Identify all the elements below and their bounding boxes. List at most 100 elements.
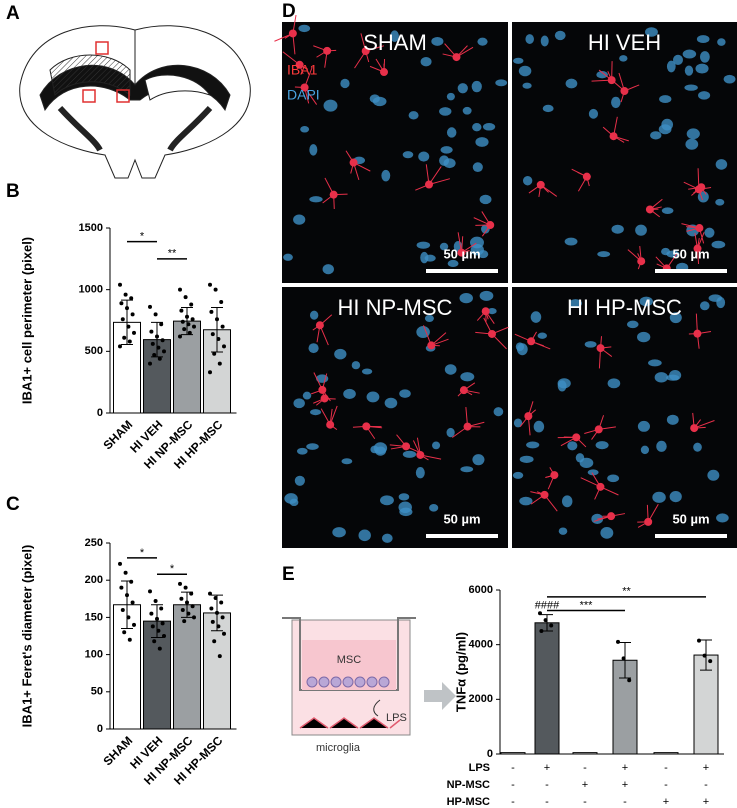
y-tick-label: 4000 bbox=[469, 639, 493, 651]
data-point bbox=[157, 646, 162, 651]
process bbox=[591, 429, 600, 440]
condition-cell: + bbox=[622, 762, 628, 774]
nucleus bbox=[699, 301, 710, 311]
data-point bbox=[186, 322, 191, 327]
data-point bbox=[185, 314, 189, 319]
data-point bbox=[123, 570, 128, 575]
process bbox=[527, 401, 534, 417]
nucleus bbox=[460, 466, 474, 473]
data-point bbox=[152, 639, 157, 644]
process bbox=[316, 398, 325, 406]
process bbox=[389, 444, 407, 447]
nucleus bbox=[416, 241, 431, 249]
data-point bbox=[118, 561, 122, 566]
condition-label: LPS bbox=[469, 762, 490, 774]
nucleus bbox=[446, 127, 457, 138]
nucleus bbox=[334, 348, 347, 360]
process bbox=[597, 515, 612, 520]
process bbox=[416, 437, 421, 456]
nucleus bbox=[522, 175, 533, 186]
process bbox=[527, 416, 531, 436]
y-tick-label: 150 bbox=[85, 611, 103, 623]
nucleus bbox=[424, 314, 434, 322]
significance-label: #### bbox=[535, 599, 560, 611]
process bbox=[544, 494, 558, 512]
nucleus bbox=[656, 440, 667, 452]
nucleus bbox=[361, 368, 373, 375]
process bbox=[457, 232, 463, 253]
nucleus bbox=[554, 30, 566, 41]
nucleus bbox=[420, 251, 429, 264]
process bbox=[304, 67, 313, 88]
error-bar bbox=[181, 307, 193, 336]
nucleus bbox=[518, 65, 532, 77]
data-point bbox=[150, 624, 155, 629]
data-point bbox=[120, 607, 125, 612]
error-bar bbox=[619, 641, 631, 679]
nucleus bbox=[306, 443, 319, 450]
nucleus bbox=[567, 441, 578, 451]
nucleus bbox=[482, 123, 496, 131]
nucleus bbox=[384, 397, 398, 409]
nucleus bbox=[340, 78, 350, 89]
process bbox=[461, 249, 470, 254]
process bbox=[577, 171, 588, 178]
scale-label: 50 µm bbox=[672, 511, 709, 526]
data-point bbox=[208, 282, 212, 287]
process bbox=[600, 346, 612, 349]
nucleus bbox=[479, 194, 492, 205]
data-point bbox=[160, 338, 165, 343]
data-point bbox=[132, 622, 136, 627]
data-point bbox=[697, 638, 701, 643]
condition-cell: - bbox=[583, 762, 587, 774]
process bbox=[591, 472, 601, 488]
nucleus bbox=[398, 501, 412, 514]
nucleus bbox=[302, 391, 312, 400]
process bbox=[613, 135, 629, 142]
data-point bbox=[217, 654, 222, 659]
data-point bbox=[185, 600, 189, 605]
nucleus bbox=[516, 343, 528, 356]
process bbox=[481, 211, 491, 226]
process bbox=[461, 236, 464, 253]
nucleus bbox=[418, 151, 430, 162]
data-point bbox=[178, 581, 182, 586]
nucleus bbox=[487, 307, 497, 315]
process bbox=[485, 310, 495, 324]
process bbox=[613, 135, 625, 143]
nucleus bbox=[607, 378, 621, 389]
data-point bbox=[127, 339, 132, 344]
process bbox=[530, 331, 537, 342]
process bbox=[698, 189, 704, 201]
process bbox=[697, 232, 705, 249]
y-tick-label: 0 bbox=[97, 723, 103, 735]
process bbox=[519, 415, 529, 428]
process bbox=[547, 474, 555, 490]
nucleus bbox=[322, 264, 334, 275]
micrograph bbox=[282, 287, 508, 548]
process bbox=[329, 424, 338, 431]
y-tick-label: 1500 bbox=[79, 222, 103, 234]
process bbox=[299, 64, 307, 70]
nucleus bbox=[439, 242, 449, 251]
nucleus bbox=[558, 527, 568, 535]
schematic-label: LPS bbox=[386, 712, 407, 724]
data-point bbox=[187, 330, 192, 335]
process bbox=[304, 87, 310, 104]
nucleus bbox=[686, 128, 700, 140]
nucleus bbox=[358, 529, 371, 542]
process bbox=[697, 248, 700, 265]
process bbox=[637, 253, 642, 262]
nucleus bbox=[635, 224, 647, 236]
nucleus bbox=[659, 95, 672, 104]
nucleus bbox=[716, 297, 726, 309]
process bbox=[602, 126, 614, 137]
process bbox=[329, 408, 333, 425]
nucleus bbox=[684, 84, 698, 91]
process bbox=[637, 261, 642, 270]
process bbox=[618, 72, 625, 92]
nucleus bbox=[650, 131, 662, 140]
nucleus bbox=[588, 108, 599, 119]
data-point bbox=[125, 306, 129, 311]
process bbox=[442, 53, 457, 58]
